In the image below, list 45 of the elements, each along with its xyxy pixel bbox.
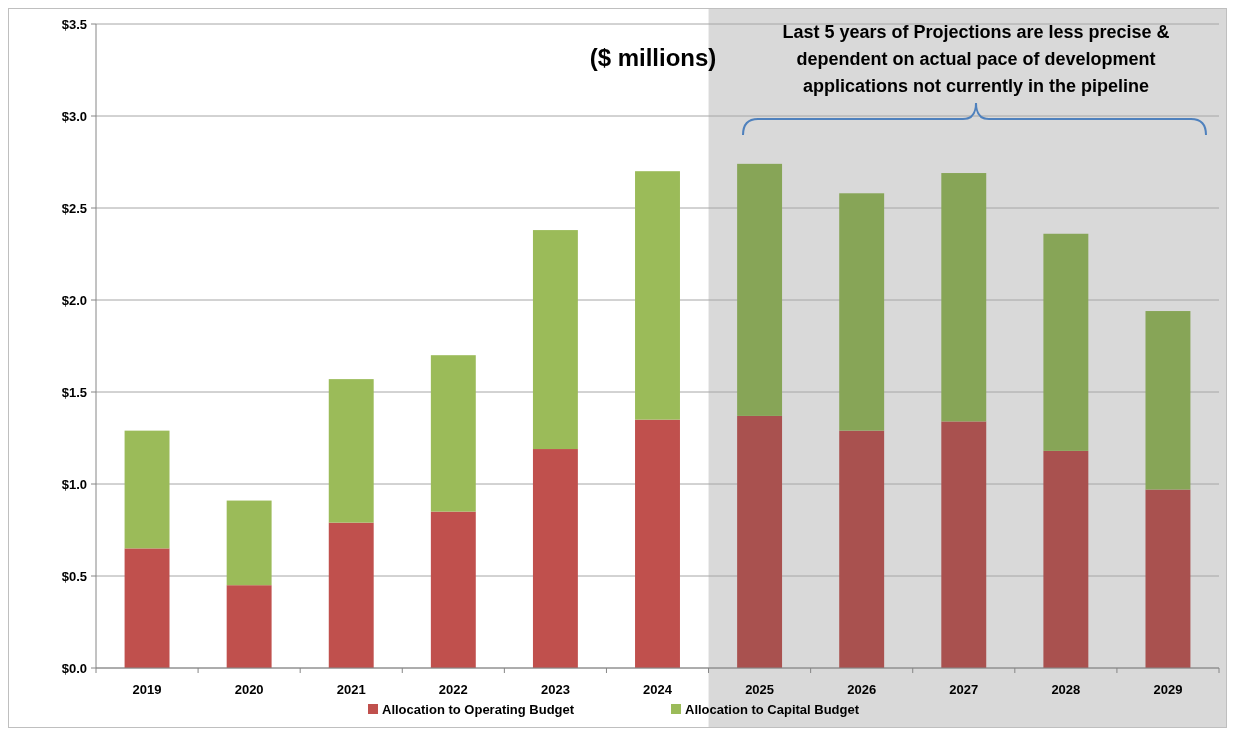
- bar: [226, 585, 272, 668]
- bar: [1043, 233, 1089, 451]
- bar: [328, 522, 374, 668]
- x-tick-label: 2024: [643, 682, 673, 697]
- x-tick-label: 2027: [949, 682, 979, 697]
- bar: [635, 171, 680, 420]
- legend-label: Allocation to Capital Budget: [685, 702, 860, 717]
- bar: [226, 500, 272, 586]
- y-tick-label: $0.0: [61, 660, 87, 676]
- y-tick-label: $3.0: [61, 108, 87, 124]
- bar: [124, 430, 170, 549]
- x-tick-label: 2026: [847, 682, 877, 697]
- annotation: Last 5 years of Projections are less precise & dependent on actual pace of development applications not currently in the pipeline: [782, 22, 1170, 96]
- y-tick-label: $0.5: [61, 568, 87, 584]
- bar: [737, 163, 783, 416]
- x-tick-label: 2020: [234, 682, 264, 697]
- legend-label: Allocation to Operating Budget: [382, 702, 575, 717]
- bar: [430, 355, 476, 512]
- bar: [532, 449, 578, 668]
- x-tick-label: 2025: [745, 682, 775, 697]
- bar: [839, 430, 885, 668]
- y-tick-label: $3.5: [61, 16, 87, 32]
- bar: [839, 193, 885, 431]
- y-tick-label: $2.5: [61, 200, 87, 216]
- y-tick-label: $1.0: [61, 476, 87, 492]
- y-tick-label: $2.0: [61, 292, 87, 308]
- bar: [1043, 450, 1089, 668]
- bar: [737, 415, 783, 668]
- annotation: ($ millions): [589, 44, 717, 71]
- bar: [124, 548, 170, 668]
- x-tick-label: 2019: [132, 682, 162, 697]
- bar: [430, 511, 476, 668]
- bar: [1145, 489, 1191, 668]
- bar: [328, 379, 374, 523]
- bar: [1145, 311, 1191, 490]
- bar: [532, 230, 578, 450]
- y-tick-label: $1.5: [61, 384, 87, 400]
- x-tick-label: 2023: [540, 682, 570, 697]
- x-tick-label: 2029: [1153, 682, 1183, 697]
- x-tick-label: 2028: [1051, 682, 1081, 697]
- bar: [941, 173, 987, 422]
- bar: [635, 419, 680, 668]
- x-tick-label: 2021: [336, 682, 366, 697]
- x-tick-label: 2022: [438, 682, 468, 697]
- bar: [941, 421, 987, 668]
